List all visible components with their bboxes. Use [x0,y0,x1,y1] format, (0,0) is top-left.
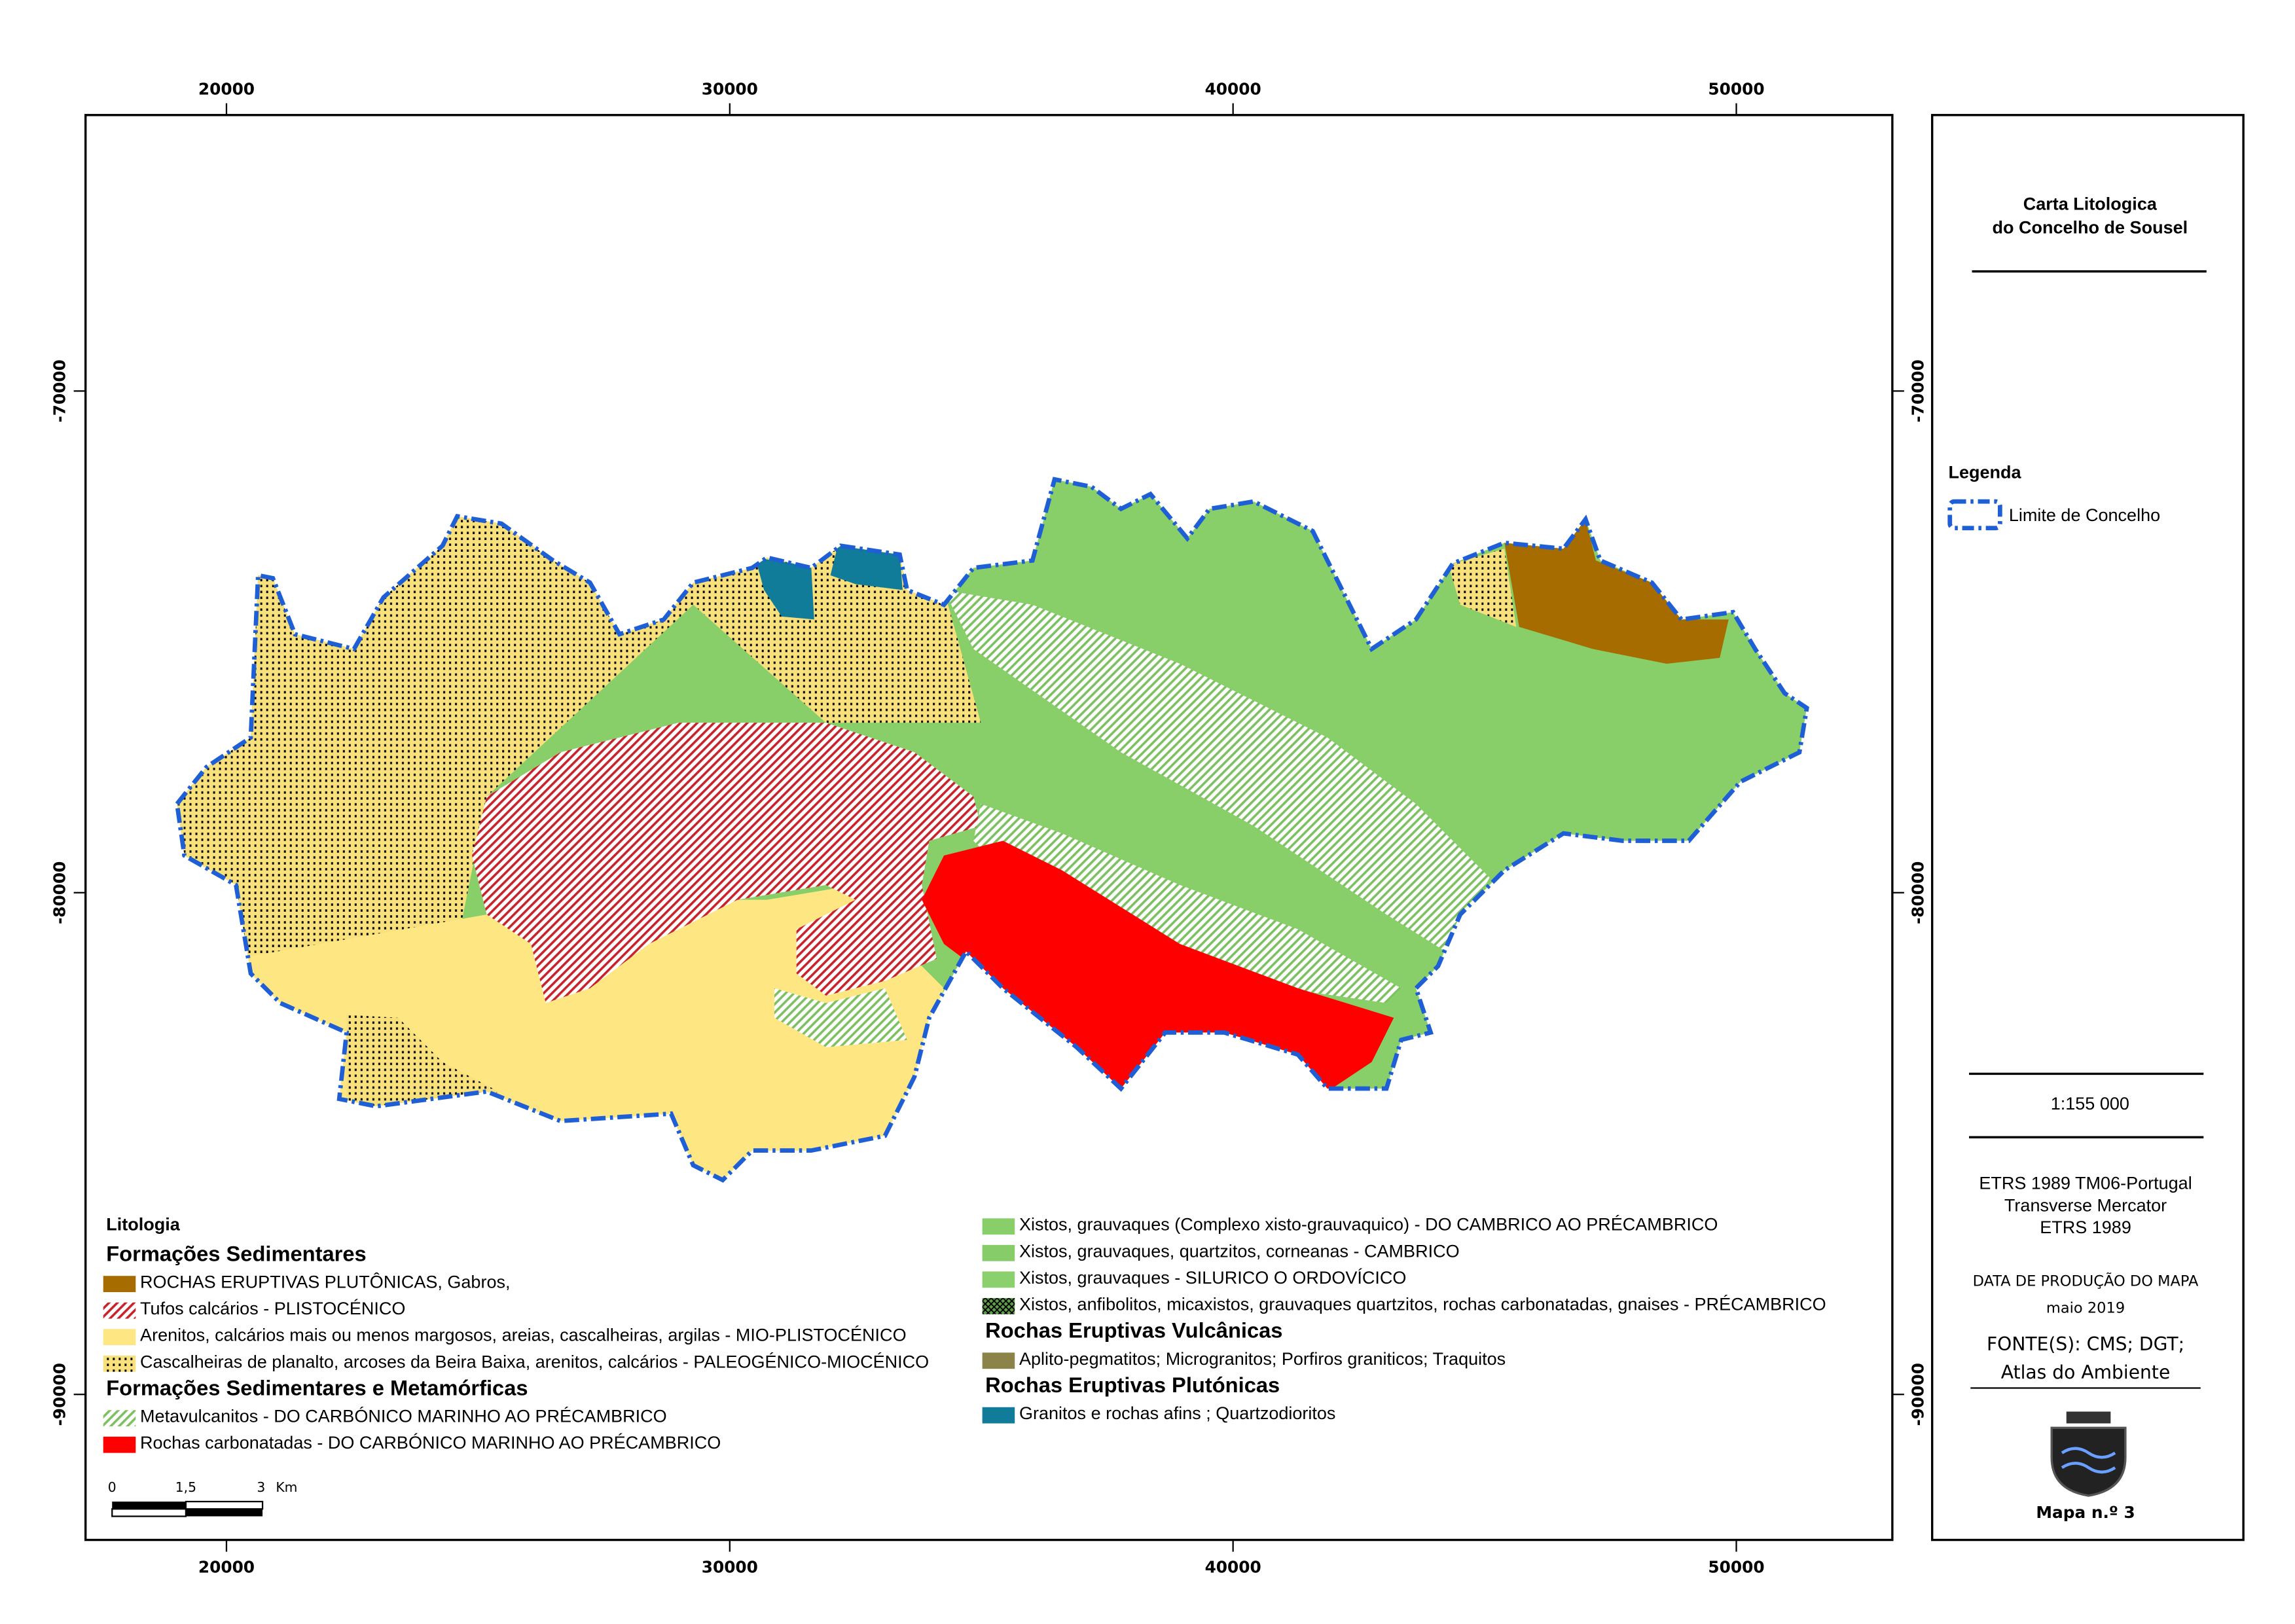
boundary-swatch [1947,499,2002,531]
scale-label: 0 [108,1479,117,1495]
date-label: DATA DE PRODUÇÃO DO MAPA [1973,1272,2199,1290]
x-tick-label: 40000 [1205,79,1261,98]
legend-section-heading: Formações Sedimentares [106,1241,366,1265]
x-tick-label: 40000 [1205,1557,1261,1576]
legend-swatch [982,1244,1015,1261]
crs: ETRS 1989 [2040,1218,2131,1237]
legend-title: Litologia [106,1215,181,1235]
legend-label: Aplito-pegmatitos; Microgranitos; Porfir… [1019,1349,1506,1369]
shield [2050,1426,2127,1497]
legend-swatch [103,1410,136,1427]
legend-label: Rochas carbonatadas - DO CARBÓNICO MARIN… [140,1432,721,1453]
legend-label: Metavulcanitos - DO CARBÓNICO MARINHO AO… [140,1406,667,1426]
legend-label: Granitos e rochas afins ; Quartzodiorito… [1019,1403,1335,1423]
side-panel [1931,114,2245,1542]
map-title: do Concelho de Sousel [1992,217,2188,237]
source: Atlas do Ambiente [2001,1362,2170,1383]
legend-label: Arenitos, calcários mais ou menos margos… [140,1326,907,1345]
unit-granitos [755,557,814,620]
legend-swatch [982,1218,1015,1235]
legend-swatch [103,1355,136,1372]
map-title: Carta Litologica [2023,194,2158,213]
y-tick-label: -90000 [1908,1363,1927,1426]
map-scale: 1:155 000 [2051,1094,2129,1113]
legend-section-heading: Rochas Eruptivas Vulcânicas [985,1318,1282,1342]
legend-section-heading: Rochas Eruptivas Plutónicas [985,1373,1280,1397]
unit-metavulcanitos [774,988,907,1047]
shield-wave [2061,1462,2116,1474]
x-tick-label: 20000 [198,79,255,98]
crs: Transverse Mercator [2004,1195,2167,1215]
legend-label: Tufos calcários - PLISTOCÉNICO [140,1299,405,1318]
scale-segment [185,1509,263,1517]
legend-swatch [103,1436,136,1453]
legend-swatch [982,1407,1015,1424]
county-boundary [174,477,1809,1183]
legend-swatch [982,1352,1015,1369]
legend-swatch [103,1276,136,1292]
unit-cascalheiras [346,1015,499,1110]
unit-metavulcanitos [944,590,1490,952]
x-tick-label: 30000 [702,1557,758,1576]
legend-label: Xistos, grauvaques - SILURICO O ORDOVÍCI… [1019,1268,1406,1288]
scale-label: 1,5 [175,1479,196,1495]
legend-label: ROCHAS ERUPTIVAS PLUTÔNICAS, Gabros, [140,1272,510,1292]
unit-carbonatadas [922,840,1394,1092]
panel-content: Carta Litologica do Concelho de Sousel L… [1947,194,2207,1522]
unit-granitos [830,545,903,590]
legend-swatch [103,1329,136,1346]
coat-of-arms [2050,1411,2127,1497]
scale-segment [185,1500,264,1510]
scale-segment [112,1501,186,1509]
legend: Litologia Formações Sedimentares ROCHAS E… [103,1215,1826,1453]
source: FONTE(S): CMS; DGT; [1987,1333,2184,1355]
legend-heading: Legenda [1948,462,2021,482]
x-tick-label: 50000 [1708,1557,1764,1576]
legend-swatch [982,1297,1015,1314]
crs: ETRS 1989 TM06-Portugal [1979,1174,2192,1193]
y-tick-label: -70000 [1908,359,1927,422]
scale-label: 3 [257,1479,265,1495]
y-tick-label: -80000 [1908,861,1927,924]
unit-cascalheiras [1448,549,1517,627]
crown [2066,1411,2111,1424]
legend-swatch [103,1302,136,1319]
legend-label: Xistos, anfibolitos, micaxistos, grauvaq… [1019,1294,1826,1314]
x-tick-label: 30000 [702,79,758,98]
coordinate-ticks: 20000 20000 30000 30000 40000 40000 50000 50000… [50,79,1927,1576]
y-tick-label: -90000 [50,1363,69,1426]
scale-segment [111,1508,187,1517]
y-tick-label: -80000 [50,861,69,924]
scale-bar: 0 1,5 3 Km [108,1479,297,1517]
unit-gabros [1504,519,1729,664]
map-number: Mapa n.º 3 [2036,1503,2135,1522]
x-tick-label: 20000 [198,1557,255,1576]
legend-section-heading: Formações Sedimentares e Metamórficas [106,1375,528,1399]
scale-unit: Km [276,1479,297,1495]
date: maio 2019 [2046,1299,2125,1316]
legend-label: Cascalheiras de planalto, arcoses da Bei… [140,1352,929,1371]
unit-metavulcanitos [973,804,1401,1003]
legend-label: Xistos, grauvaques, quartzitos, corneana… [1019,1241,1460,1261]
y-tick-label: -70000 [50,359,69,422]
legend-label: Xistos, grauvaques (Complexo xisto-grauv… [1019,1215,1718,1235]
x-tick-label: 50000 [1708,79,1764,98]
boundary-label: Limite de Concelho [2009,505,2160,525]
unit-tufos [472,723,981,1003]
shield-wave [2061,1447,2116,1459]
legend-swatch [982,1271,1015,1288]
